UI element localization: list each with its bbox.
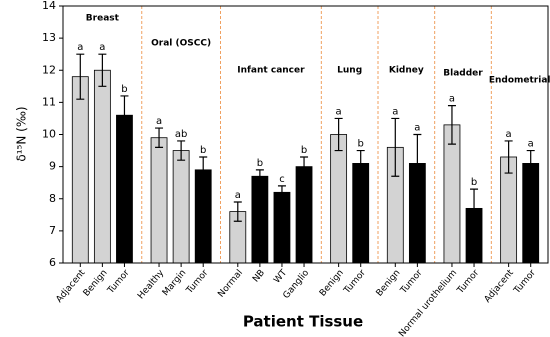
bar — [522, 163, 540, 264]
x-tick-label: Tumor — [342, 268, 368, 297]
bar — [71, 76, 89, 264]
x-tick-label: Normal — [216, 268, 245, 299]
y-tick-label: 14 — [42, 0, 56, 12]
y-tick-label: 7 — [49, 224, 56, 237]
error-bar — [76, 53, 85, 100]
error-bar — [356, 149, 365, 177]
plot-frame — [62, 5, 549, 264]
error-bar — [504, 140, 513, 174]
bar — [93, 69, 111, 264]
x-tick-label: Tumor — [184, 268, 210, 297]
error-bar — [391, 117, 400, 177]
y-axis-label: δ¹⁵N (‰) — [15, 106, 29, 161]
x-tick-label: Tumor — [455, 268, 481, 297]
significance-letter: ab — [175, 129, 187, 140]
x-tick-label: Normal urothelium — [397, 268, 459, 337]
error-bar — [526, 149, 535, 177]
error-bar — [98, 53, 107, 87]
y-tick-label: 6 — [49, 256, 56, 269]
error-bar — [120, 95, 129, 136]
y-tick-label: 12 — [42, 63, 56, 76]
x-tick-label: Benign — [82, 268, 110, 298]
y-tick-label: 11 — [42, 95, 56, 108]
significance-letter: a — [528, 139, 534, 150]
significance-letter: a — [414, 123, 420, 134]
error-bar — [334, 117, 343, 152]
error-bar — [233, 201, 242, 222]
significance-letter: b — [301, 145, 307, 156]
significance-letter: a — [99, 42, 105, 53]
significance-letter: b — [121, 84, 127, 95]
significance-letter: c — [279, 174, 285, 185]
significance-letter: a — [336, 106, 342, 117]
significance-letter: b — [358, 139, 364, 150]
error-bar — [199, 156, 208, 184]
bar — [251, 175, 269, 264]
y-tick-label: 13 — [42, 31, 56, 44]
x-tick-label: Adjacent — [54, 268, 87, 305]
x-tick-label: Tumor — [398, 268, 424, 297]
x-tick-label: Margin — [161, 268, 188, 298]
group-title: Oral (OSCC) — [151, 39, 211, 49]
x-tick-label: Tumor — [512, 268, 538, 297]
significance-letter: a — [156, 116, 162, 127]
x-tick-label: Adjacent — [483, 268, 516, 305]
bar — [150, 137, 168, 264]
y-tick-label: 10 — [42, 128, 56, 141]
error-bar — [255, 169, 264, 184]
bar — [172, 150, 190, 264]
error-bar — [447, 104, 456, 145]
group-title: Infant cancer — [237, 66, 305, 76]
group-title: Breast — [86, 14, 120, 24]
group-title: Bladder — [443, 69, 483, 79]
x-tick-label: WT — [272, 268, 289, 286]
significance-letter: b — [200, 145, 206, 156]
significance-letter: b — [257, 158, 263, 169]
bar — [443, 124, 461, 264]
group-title: Endometrial — [489, 76, 550, 86]
bar — [330, 134, 348, 264]
x-axis-label: Patient Tissue — [243, 313, 363, 331]
x-tick-label: Benign — [375, 268, 403, 298]
error-bar — [177, 140, 186, 161]
significance-letter: b — [471, 177, 477, 188]
error-bar — [277, 185, 286, 200]
x-tick-label: NB — [251, 268, 267, 284]
error-bar — [413, 133, 422, 193]
bar — [116, 114, 133, 264]
error-bar — [470, 188, 479, 229]
y-tick-label: 9 — [49, 160, 56, 173]
bar — [273, 191, 291, 264]
bar — [295, 166, 313, 264]
group-title: Kidney — [389, 66, 424, 76]
group-title: Lung — [337, 66, 362, 76]
significance-letter: a — [77, 42, 83, 53]
x-tick-label: Healthy — [136, 268, 167, 302]
error-bar — [300, 156, 309, 177]
significance-letter: a — [235, 190, 241, 201]
y-tick-label: 8 — [49, 192, 56, 205]
x-tick-label: Benign — [318, 268, 346, 298]
bar — [352, 163, 370, 264]
significance-letter: a — [449, 94, 455, 105]
error-bar — [155, 127, 164, 148]
significance-letter: a — [392, 106, 398, 117]
significance-letter: a — [506, 129, 512, 140]
bar — [194, 169, 212, 264]
x-tick-label: Tumor — [105, 268, 131, 297]
